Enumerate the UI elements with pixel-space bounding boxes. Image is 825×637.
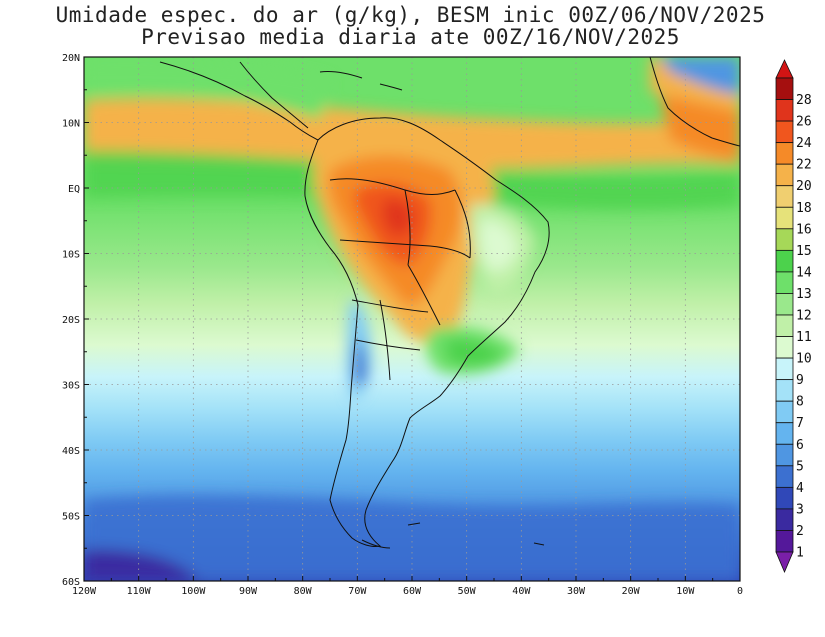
colorbar-label: 11 bbox=[796, 330, 812, 345]
colorbar-label: 4 bbox=[796, 481, 804, 496]
colorbar-label: 5 bbox=[796, 459, 804, 474]
x-tick-label: 100W bbox=[181, 586, 206, 597]
colorbar-label: 6 bbox=[796, 438, 804, 453]
central-america-coast bbox=[159, 61, 319, 141]
colorbar-label: 8 bbox=[796, 395, 804, 410]
colorbar-swatch bbox=[775, 77, 794, 100]
colorbar-swatch bbox=[775, 228, 794, 251]
colorbar-under-arrow bbox=[775, 551, 794, 574]
y-tick-label: EQ bbox=[68, 184, 80, 195]
colorbar-swatch bbox=[775, 530, 794, 553]
west-africa-coast bbox=[649, 57, 740, 147]
colorbar-swatch bbox=[775, 357, 794, 381]
x-tick-label: 40W bbox=[512, 586, 531, 597]
brazil-borders bbox=[329, 178, 471, 326]
x-tick-label: 90W bbox=[239, 586, 258, 597]
colorbar-label: 9 bbox=[796, 373, 804, 388]
y-tick-label: 20S bbox=[62, 315, 80, 326]
colorbar-swatch bbox=[775, 142, 794, 165]
colorbar-swatch bbox=[775, 271, 794, 294]
y-tick-label: 10S bbox=[62, 250, 80, 261]
andes-borders bbox=[351, 299, 429, 381]
x-tick-label: 70W bbox=[348, 586, 367, 597]
colorbar-swatch bbox=[775, 163, 794, 187]
colorbar-swatch bbox=[775, 99, 794, 122]
x-tick-label: 110W bbox=[127, 586, 152, 597]
tierra-del-fuego bbox=[361, 539, 391, 549]
colorbar-swatch bbox=[775, 185, 794, 208]
colorbar-label: 7 bbox=[796, 416, 804, 431]
x-tick-label: 50W bbox=[458, 586, 477, 597]
y-tick-label: 40S bbox=[62, 446, 80, 457]
colorbar-swatch bbox=[775, 443, 794, 467]
colorbar-label: 22 bbox=[796, 158, 812, 173]
colorbar-label: 16 bbox=[796, 222, 812, 237]
colorbar-label: 28 bbox=[796, 93, 812, 108]
colorbar-swatch bbox=[775, 508, 794, 531]
colorbar-swatch bbox=[775, 465, 794, 488]
colorbar-swatch bbox=[775, 379, 794, 402]
x-tick-label: 10W bbox=[676, 586, 695, 597]
colorbar-label: 24 bbox=[796, 136, 812, 151]
colorbar-label: 18 bbox=[796, 201, 812, 216]
colorbar-label: 2 bbox=[796, 524, 804, 539]
map-title-line-1: Umidade espec. do ar (g/kg), BESM inic 0… bbox=[55, 3, 766, 27]
colorbar-label: 15 bbox=[796, 244, 812, 259]
x-tick-label: 0 bbox=[737, 586, 743, 597]
coastlines bbox=[159, 57, 740, 549]
colorbar-swatch bbox=[775, 120, 794, 144]
x-tick-label: 60W bbox=[403, 586, 422, 597]
colorbar-swatch bbox=[775, 486, 794, 510]
colorbar-swatch bbox=[775, 293, 794, 316]
colorbar-label: 1 bbox=[796, 546, 804, 561]
y-tick-label: 20N bbox=[62, 53, 80, 64]
colorbar-swatch bbox=[775, 400, 794, 424]
colorbar-label: 13 bbox=[796, 287, 812, 302]
colorbar-label: 14 bbox=[796, 265, 812, 280]
y-tick-label: 60S bbox=[62, 577, 80, 588]
humidity-field bbox=[84, 57, 740, 581]
x-tick-label: 120W bbox=[72, 586, 97, 597]
colorbar-label: 10 bbox=[796, 352, 812, 367]
colorbar-swatch bbox=[775, 249, 794, 273]
map-title-line-2: Previsao media diaria ate 00Z/16/NOV/202… bbox=[141, 25, 680, 49]
falklands bbox=[407, 522, 545, 546]
y-tick-label: 10N bbox=[62, 119, 80, 130]
colorbar-swatch bbox=[775, 314, 794, 337]
colorbar-swatch bbox=[775, 336, 794, 359]
colorbar-label: 26 bbox=[796, 115, 812, 130]
colorbar-label: 3 bbox=[796, 502, 804, 517]
colorbar-swatch bbox=[775, 206, 794, 230]
x-axis: 120W 110W 100W 90W 80W 70W 60W 50W 40W 30W 20W 10W 0 bbox=[72, 576, 743, 597]
caribbean-islands bbox=[319, 71, 403, 91]
central-america-coast-north bbox=[239, 61, 309, 129]
colorbar-label: 12 bbox=[796, 309, 812, 324]
y-tick-label: 50S bbox=[62, 512, 80, 523]
x-tick-label: 30W bbox=[567, 586, 586, 597]
x-tick-label: 80W bbox=[294, 586, 313, 597]
x-tick-label: 20W bbox=[622, 586, 641, 597]
y-axis: 20N 10N EQ 10S 20S 30S 40S 50S 60S bbox=[62, 53, 89, 588]
colorbar-label: 20 bbox=[796, 179, 812, 194]
south-america-coast bbox=[304, 117, 550, 547]
y-tick-label: 30S bbox=[62, 381, 80, 392]
colorbar-swatch bbox=[775, 422, 794, 445]
colorbar: 28 26 24 22 20 18 16 15 14 13 12 11 10 9 8 7 6 5 4 3 2 1 bbox=[775, 59, 812, 574]
colorbar-over-arrow bbox=[775, 59, 794, 79]
